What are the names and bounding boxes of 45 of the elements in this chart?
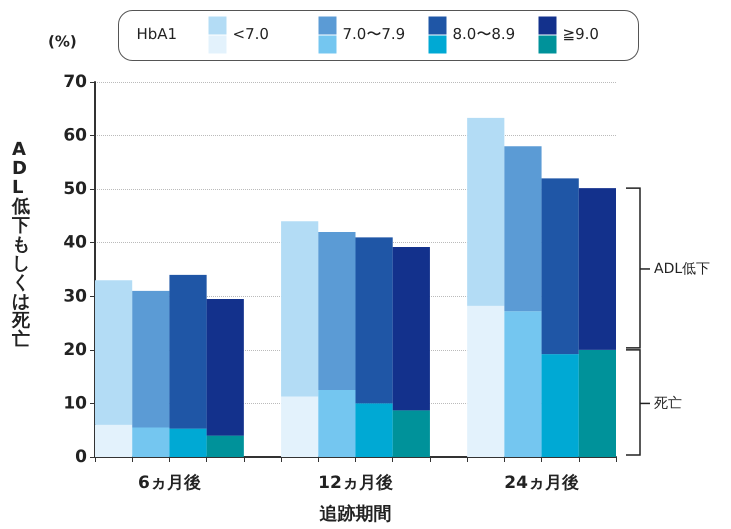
bar <box>318 232 356 390</box>
y-tick-label: 0 <box>75 447 88 467</box>
bar <box>206 298 244 436</box>
bar <box>206 436 244 457</box>
bar <box>281 396 318 457</box>
y-tick-label: 50 <box>63 179 88 200</box>
bar <box>132 290 170 428</box>
bar <box>95 424 132 457</box>
bar <box>504 146 542 312</box>
bar <box>356 237 393 404</box>
bar <box>356 403 393 457</box>
y-tick-label: 10 <box>63 393 88 414</box>
text: 死亡 <box>654 395 682 412</box>
bar <box>542 178 579 354</box>
legend-title: HbA1 <box>136 25 178 43</box>
text: 12ヵ月後 <box>318 473 393 493</box>
text: (%) <box>48 32 77 50</box>
bar <box>467 118 504 306</box>
y-tick-label: 70 <box>63 72 88 92</box>
y-tick-label: 60 <box>63 126 88 146</box>
bar <box>281 221 318 396</box>
legend-label: ≧9.0 <box>562 25 599 43</box>
bar <box>392 247 430 410</box>
x-axis-title: 追跡期間 <box>318 504 392 524</box>
text: 24ヵ月後 <box>504 473 579 493</box>
legend-label: 7.0〜7.9 <box>342 25 406 43</box>
bar <box>578 350 616 457</box>
text: ADL低下もしくは死亡 <box>12 139 30 350</box>
bar <box>578 188 616 350</box>
text: 6ヵ月後 <box>138 473 201 493</box>
bar <box>504 311 542 457</box>
text: ADL低下 <box>654 260 710 277</box>
y-tick-label: 30 <box>63 286 88 306</box>
bar <box>95 280 132 425</box>
y-tick-label: 20 <box>63 340 88 360</box>
legend-label: 8.0〜8.9 <box>452 25 516 43</box>
bar <box>392 410 430 457</box>
bar <box>169 274 207 429</box>
bar <box>132 428 170 457</box>
y-tick-label: 40 <box>63 232 88 253</box>
bar <box>169 428 207 457</box>
bar <box>467 306 504 457</box>
bar <box>542 354 579 457</box>
legend-label: <7.0 <box>232 25 269 43</box>
bar <box>318 390 356 457</box>
